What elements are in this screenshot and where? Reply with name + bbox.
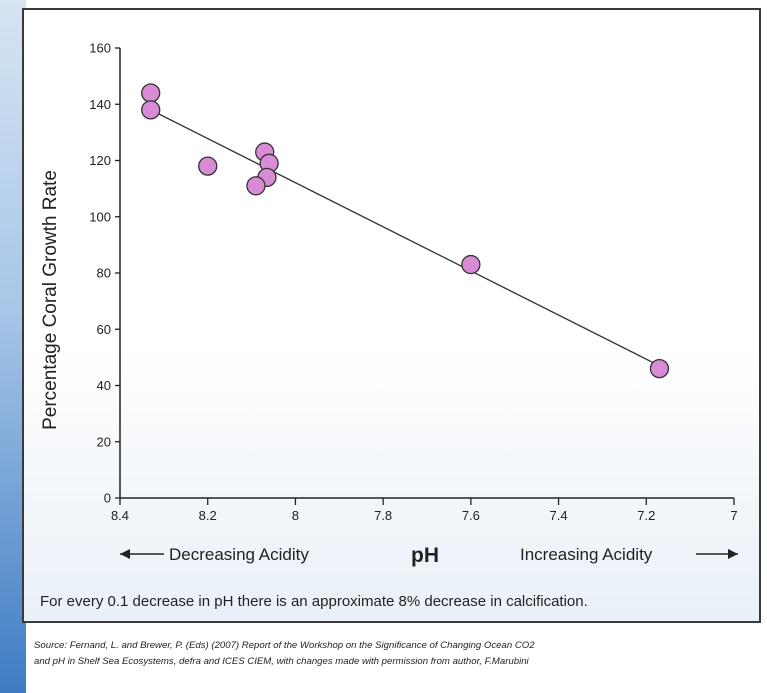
y-tick-label: 0 xyxy=(104,491,111,506)
data-point xyxy=(649,358,670,379)
chart-frame: 0 20 40 60 80 100 120 140 160 8.4 8.2 8 7.8 7.6 7.4 7.2… xyxy=(22,8,761,623)
x-tick-label: 8.4 xyxy=(111,508,129,523)
data-point xyxy=(141,83,161,103)
chart-caption: For every 0.1 decrease in pH there is an… xyxy=(40,593,588,610)
x-tick-label: 7.8 xyxy=(374,508,392,523)
decreasing-acidity-arrow: Decreasing Acidity xyxy=(120,545,309,564)
increasing-acidity-arrow: Increasing Acidity xyxy=(520,545,738,564)
decorative-side-bar xyxy=(0,0,26,693)
trendline xyxy=(150,109,660,367)
x-axis-label: pH xyxy=(411,544,439,567)
data-point xyxy=(461,254,481,275)
axes xyxy=(115,47,735,505)
y-tick-label: 120 xyxy=(89,153,111,168)
x-tick-label: 8 xyxy=(292,508,299,523)
right-arrow-head xyxy=(728,549,738,559)
left-arrow-head xyxy=(120,549,130,559)
y-tick-label: 40 xyxy=(97,378,111,393)
x-tick-label: 8.2 xyxy=(199,508,217,523)
data-point xyxy=(198,156,218,176)
data-points xyxy=(141,83,670,379)
y-tick-label: 100 xyxy=(89,209,111,224)
trendline-layer xyxy=(150,109,660,367)
y-tick-label: 80 xyxy=(97,266,111,281)
y-axis-label: Percentage Coral Growth Rate xyxy=(40,170,61,430)
data-point xyxy=(246,176,266,196)
y-tick-label: 20 xyxy=(97,434,111,449)
scatter-chart: 0 20 40 60 80 100 120 140 160 8.4 8.2 8 7.8 7.6 7.4 7.2… xyxy=(40,41,738,567)
source-line-1: Source: Fernand, L. and Brewer, P. (Eds)… xyxy=(34,640,535,651)
source-line-2: and pH in Shelf Sea Ecosystems, defra an… xyxy=(34,656,529,667)
x-tick-label: 7.4 xyxy=(550,508,568,523)
tick-labels: 0 20 40 60 80 100 120 140 160 8.4 8.2 8 7.8 7.6 7.4 7.2… xyxy=(89,41,737,524)
x-tick-label: 7.2 xyxy=(637,508,655,523)
x-tick-label: 7 xyxy=(730,508,737,523)
decreasing-acidity-label: Decreasing Acidity xyxy=(169,545,309,564)
x-tick-label: 7.6 xyxy=(462,508,480,523)
source-citation: Source: Fernand, L. and Brewer, P. (Eds)… xyxy=(34,638,754,670)
increasing-acidity-label: Increasing Acidity xyxy=(520,545,653,564)
data-point xyxy=(141,100,161,120)
y-tick-label: 160 xyxy=(89,41,111,56)
y-tick-label: 60 xyxy=(97,322,111,337)
y-tick-label: 140 xyxy=(89,97,111,112)
